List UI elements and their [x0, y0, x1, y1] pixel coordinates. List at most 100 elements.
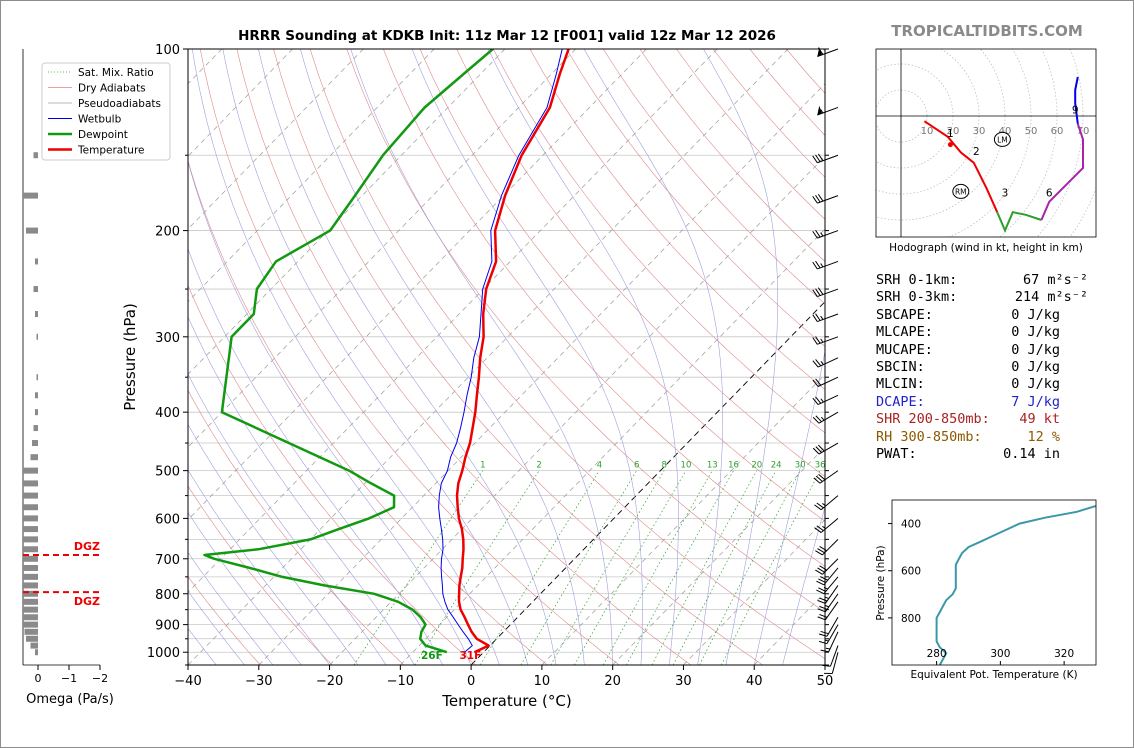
- skewt-ytick-label: 200: [155, 225, 180, 240]
- barb-flag: [817, 47, 824, 55]
- moist-adiabat: [188, 248, 444, 665]
- mixing-ratio-label: 6: [634, 461, 639, 471]
- hodograph-height-label: 2: [973, 146, 980, 158]
- zero-isotherm: [470, 301, 825, 665]
- hodograph-lm-marker: [993, 131, 1011, 147]
- wind-barb: [814, 495, 839, 511]
- barb-half-flag: [820, 361, 824, 365]
- moist-adiabat: [411, 49, 643, 665]
- stat-value: 0 J/kg: [1011, 341, 1060, 358]
- skewt-plot: 1 2 4 6 8 10 13 16 20 24 30 36 26F 31F −40 −30 −20 −10 0…: [41, 43, 839, 710]
- moist-adiabat: [188, 160, 472, 665]
- stat-value: 0 J/kg: [1011, 359, 1060, 375]
- skewt-background-lines: 1 2 4 6 8 10 13 16 20 24 30 36: [188, 49, 825, 665]
- omega-bar: [23, 582, 38, 589]
- hodograph-trace: [1040, 123, 1084, 221]
- legend-label: Dry Adiabats: [78, 83, 146, 95]
- skewt-legend: Sat. Mix. Ratio Dry Adiabats Pseudoadiabat…: [41, 62, 171, 161]
- chart-title: HRRR Sounding at KDKB Init: 11z Mar 12 […: [238, 28, 776, 44]
- profile-temperature: [455, 49, 570, 654]
- omega-bar: [35, 258, 38, 265]
- barb-staff: [817, 336, 839, 345]
- mixing-ratio-line: [414, 470, 540, 665]
- theta-e-xtick-label: 320: [1054, 648, 1074, 660]
- legend-label: Dewpoint: [78, 129, 128, 141]
- hodograph-caption: Hodograph (wind in kt, height in km): [889, 242, 1083, 254]
- omega-xlabel: Omega (Pa/s): [26, 692, 114, 707]
- stat-label: MUCAPE:: [876, 341, 933, 358]
- theta-e-xlabel: Equivalent Pot. Temperature (K): [910, 669, 1077, 681]
- theta-e-xtick-label: 280: [927, 648, 947, 660]
- wind-barb: [812, 287, 839, 298]
- moist-adiabat: [300, 49, 585, 665]
- omega-bar: [23, 492, 38, 499]
- theta-e-ylabel: Pressure (hPa): [875, 545, 887, 620]
- hodograph-ring-label: 10: [921, 126, 934, 137]
- theta-e-xtick-label: 300: [990, 648, 1010, 660]
- wind-barb: [818, 616, 839, 637]
- mixing-ratio-label: 4: [597, 461, 602, 471]
- barb-flag: [818, 640, 828, 645]
- moist-adiabat: [188, 512, 302, 665]
- barb-staff: [817, 195, 839, 204]
- hodograph-height-label: 3: [1002, 188, 1009, 200]
- wind-barb: [818, 624, 839, 645]
- stat-value: 214 m²s⁻²: [1014, 289, 1088, 306]
- barb-flag: [820, 630, 829, 635]
- wind-barb: [812, 411, 839, 424]
- barb-staff: [820, 518, 839, 533]
- omega-bar: [23, 555, 38, 562]
- barb-half-flag: [820, 109, 824, 114]
- barb-half-flag: [820, 232, 824, 237]
- theta-e-ytick-label: 400: [901, 519, 921, 531]
- moist-adiabat: [188, 423, 359, 665]
- surface-temp-label: 31F: [459, 650, 481, 662]
- barb-flag: [815, 550, 823, 556]
- barb-flag: [818, 444, 825, 452]
- skewt-xtick-label: 40: [746, 674, 763, 689]
- mixing-ratio-line: [520, 470, 637, 665]
- barb-flag: [815, 475, 823, 482]
- omega-bar: [35, 311, 38, 318]
- stat-value: 12 %: [1027, 428, 1060, 445]
- dry-adiabat: [749, 49, 825, 136]
- theta-e-ytick-label: 600: [901, 566, 921, 578]
- moist-adiabat: [487, 49, 679, 665]
- skewt-xtick-label: −20: [316, 674, 343, 689]
- wind-barb: [812, 357, 839, 368]
- hodograph-panel: 10 20 30 40 50 60 70 1 2 3 6 9 LM RM Hodograph (wind …: [875, 48, 1097, 254]
- barb-flag: [817, 548, 825, 554]
- omega-bar: [36, 333, 38, 340]
- skewt-xtick-label: 0: [467, 674, 475, 689]
- moist-adiabat: [192, 49, 500, 665]
- barb-flag: [819, 597, 828, 602]
- barb-flag: [819, 565, 827, 571]
- wind-barb: [816, 576, 839, 595]
- barb-half-flag: [820, 338, 824, 343]
- wind-barb: [812, 442, 839, 455]
- skewt-xtick-label: −40: [174, 674, 201, 689]
- omega-bar: [32, 440, 38, 447]
- barb-staff: [817, 313, 839, 323]
- barb-flag: [820, 576, 828, 581]
- dry-adiabat: [383, 49, 825, 567]
- barb-flag: [815, 396, 822, 404]
- barb-flag: [814, 504, 822, 511]
- barb-flag: [818, 474, 826, 481]
- hodograph-marker-label: LM: [997, 135, 1008, 144]
- dry-adiabat: [346, 49, 825, 613]
- barb-flag: [817, 600, 826, 604]
- skewt-xtick-label: 20: [604, 674, 621, 689]
- barb-staff: [817, 394, 839, 406]
- moist-adiabat: [188, 316, 415, 665]
- barb-flag: [816, 589, 825, 595]
- hodograph-rm-marker: [952, 183, 970, 199]
- barb-flag: [817, 193, 824, 202]
- skewt-xtick-label: 10: [534, 674, 551, 689]
- omega-bar: [23, 192, 38, 199]
- wind-barb: [812, 153, 839, 164]
- wind-barb: [813, 470, 839, 484]
- omega-bar: [33, 425, 38, 432]
- dry-adiabat: [822, 49, 825, 52]
